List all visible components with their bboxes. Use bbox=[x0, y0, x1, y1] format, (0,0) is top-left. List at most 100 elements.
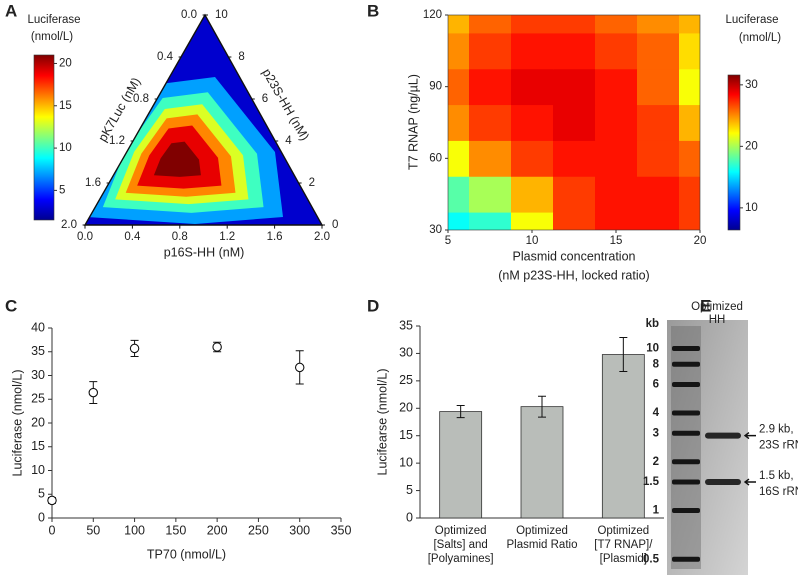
heatmap-cell bbox=[637, 68, 680, 106]
heatmap-cell bbox=[637, 32, 680, 70]
y-tick-label: 25 bbox=[31, 392, 45, 406]
heatmap-cell bbox=[448, 140, 470, 177]
y-tick-label: 10 bbox=[399, 455, 413, 469]
colorbar-tick-label: 15 bbox=[59, 100, 72, 112]
heatmap-cell bbox=[553, 212, 596, 230]
arrow bbox=[743, 432, 756, 440]
ladder-band bbox=[672, 346, 700, 352]
heatmap-cell bbox=[553, 32, 596, 70]
ternary-tick-label: 0.4 bbox=[124, 231, 141, 243]
colorbar bbox=[33, 54, 55, 221]
heatmap-cell bbox=[511, 104, 554, 141]
ladder-band bbox=[672, 556, 700, 562]
ladder-band bbox=[672, 381, 700, 387]
data-point bbox=[294, 362, 305, 373]
ternary-tick-label: 6 bbox=[262, 93, 268, 105]
heatmap-cell bbox=[511, 140, 554, 177]
heatmap-cell bbox=[595, 140, 638, 177]
colorbar-title: Luciferase bbox=[27, 14, 80, 26]
heatmap-cell bbox=[553, 68, 596, 106]
ladder-label: 6 bbox=[653, 378, 659, 390]
y-tick-label: 5 bbox=[38, 487, 45, 501]
error-bar bbox=[619, 337, 628, 373]
heatmap-cell bbox=[637, 15, 680, 34]
ladder-band bbox=[672, 410, 700, 416]
ternary-tick-label: 1.6 bbox=[267, 231, 283, 243]
lane-label: Optimized bbox=[691, 301, 743, 313]
band-label: 2.9 kb, bbox=[759, 424, 794, 436]
ternary-tick-label: 0 bbox=[332, 219, 338, 231]
data-point bbox=[212, 342, 222, 352]
heatmap-cell bbox=[511, 15, 554, 34]
plot-frame bbox=[447, 14, 701, 231]
ladder-label: 10 bbox=[646, 343, 659, 355]
x-tick-label: 350 bbox=[331, 523, 352, 537]
ternary-tick-label: 2.0 bbox=[61, 219, 77, 231]
colorbar bbox=[727, 74, 741, 231]
x-tick-label: 200 bbox=[207, 523, 228, 537]
y-tick-label: 30 bbox=[31, 368, 45, 382]
ladder-label: 4 bbox=[653, 407, 660, 419]
axis-label: pK7Luc (nM) bbox=[95, 75, 143, 144]
y-axis-label: Lucifearse (nmol/L) bbox=[375, 369, 389, 476]
heatmap-cell bbox=[469, 15, 512, 34]
colorbar-tick-label: 10 bbox=[745, 202, 758, 214]
x-tick-label: 150 bbox=[165, 523, 186, 537]
x-tick-label: [Polyamines] bbox=[428, 553, 494, 565]
heatmap-cell bbox=[637, 176, 680, 213]
y-axis-label: Luciferase (nmol/L) bbox=[10, 370, 24, 477]
ternary-tick-label: 1.2 bbox=[109, 135, 125, 147]
heatmap-cell bbox=[595, 32, 638, 70]
x-axis-label: (nM p23S-HH, locked ratio) bbox=[498, 268, 649, 282]
x-tick-label: [T7 RNAP]/ bbox=[594, 539, 653, 551]
band-label: 1.5 kb, bbox=[759, 470, 794, 482]
heatmap-cell bbox=[448, 68, 470, 106]
heatmap-cell bbox=[469, 140, 512, 177]
heatmap-cell bbox=[553, 104, 596, 141]
ternary-tick-label: 1.6 bbox=[85, 177, 101, 189]
ladder-band bbox=[672, 459, 700, 465]
y-tick-label: 15 bbox=[31, 439, 45, 453]
ternary-tick-label: 10 bbox=[215, 9, 228, 21]
y-tick-label: 20 bbox=[31, 415, 45, 429]
y-tick-label: 35 bbox=[31, 344, 45, 358]
heatmap-cell bbox=[469, 104, 512, 141]
data-point bbox=[88, 387, 99, 398]
heatmap-cell bbox=[679, 140, 700, 177]
ladder-label: 1 bbox=[653, 505, 660, 517]
ternary-tick-label: 1.2 bbox=[219, 231, 235, 243]
bar bbox=[439, 411, 483, 519]
heatmap-cell bbox=[595, 176, 638, 213]
y-tick-label: 25 bbox=[399, 373, 413, 387]
y-tick-label: 35 bbox=[399, 318, 413, 332]
heatmap-cell bbox=[553, 15, 596, 34]
x-tick-label: Optimized bbox=[597, 525, 649, 537]
heatmap-cell bbox=[595, 68, 638, 106]
sample-band bbox=[705, 432, 741, 439]
panel-letter: D bbox=[367, 296, 379, 315]
ladder-label: 2 bbox=[653, 456, 659, 468]
error-bar bbox=[538, 395, 546, 418]
y-tick-label: 30 bbox=[429, 224, 442, 236]
heatmap-cell bbox=[553, 176, 596, 213]
ternary-tick-label: 4 bbox=[285, 135, 292, 147]
arrow bbox=[743, 478, 756, 486]
x-axis-label: TP70 (nmol/L) bbox=[147, 547, 226, 561]
y-tick-label: 15 bbox=[399, 428, 413, 442]
panel-letter: C bbox=[5, 296, 17, 315]
x-tick-label: 5 bbox=[445, 235, 451, 247]
lane-label: HH bbox=[709, 314, 726, 326]
ladder-label: 1.5 bbox=[643, 476, 660, 488]
ternary-tick-label: 0.4 bbox=[157, 51, 174, 63]
band-label: 16S rRNA bbox=[759, 486, 798, 498]
heatmap-cell bbox=[511, 32, 554, 70]
ladder-unit: kb bbox=[646, 318, 659, 330]
y-axis-label: T7 RNAP (ng/µL) bbox=[406, 74, 420, 170]
heatmap-cell bbox=[595, 15, 638, 34]
colorbar-tick-label: 5 bbox=[59, 184, 65, 196]
colorbar-title: (nmol/L) bbox=[739, 32, 781, 44]
x-tick-label: Optimized bbox=[435, 525, 487, 537]
colorbar-tick-label: 20 bbox=[745, 140, 758, 152]
ladder-label: 3 bbox=[653, 427, 659, 439]
